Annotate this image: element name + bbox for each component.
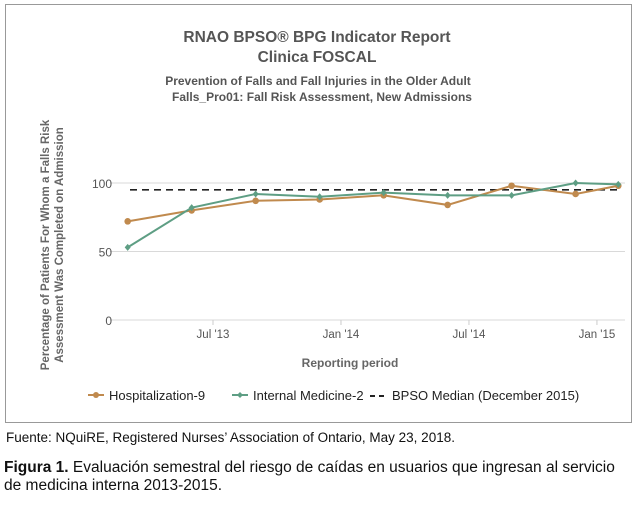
chart-title-line2: Clinica FOSCAL xyxy=(258,49,377,66)
data-point xyxy=(508,182,515,190)
legend-label-hospitalization: Hospitalization-9 xyxy=(109,388,205,403)
data-point xyxy=(252,190,259,198)
data-point xyxy=(444,201,451,209)
figure-text: Evaluación semestral del riesgo de caída… xyxy=(4,459,615,494)
data-point xyxy=(444,191,451,199)
chart-subtitle: Prevention of Falls and Fall Injuries in… xyxy=(165,74,471,88)
x-tick-label: Jul '14 xyxy=(453,329,486,341)
legend-label-internal-medicine: Internal Medicine-2 xyxy=(253,388,364,403)
data-point xyxy=(572,190,579,198)
data-point xyxy=(615,180,622,188)
source-note: Fuente: NQuiRE, Registered Nurses’ Assoc… xyxy=(6,430,455,445)
x-tick-label: Jan '14 xyxy=(323,329,360,341)
legend-marker-internal-medicine xyxy=(237,392,243,398)
data-point xyxy=(508,191,515,199)
y-tick-label: 100 xyxy=(92,177,112,191)
x-axis-label: Reporting period xyxy=(302,356,399,370)
figure-caption: Figura 1. Evaluación semestral del riesg… xyxy=(4,459,636,495)
data-point xyxy=(316,193,323,201)
series-line-hospitalization xyxy=(127,184,619,223)
data-point xyxy=(252,197,259,205)
y-tick-label: 50 xyxy=(99,246,113,260)
y-axis-label: Percentage of Patients For Whom a Falls … xyxy=(40,119,52,370)
line-chart: RNAO BPSO® BPG Indicator Report Clinica … xyxy=(40,29,625,403)
data-point xyxy=(124,243,131,251)
y-tick-label: 0 xyxy=(105,314,112,328)
y-axis-label-line2: Assessment Was Completed on Admission xyxy=(54,127,66,363)
legend-marker-hospitalization xyxy=(93,392,99,398)
chart-title: RNAO BPSO® BPG Indicator Report xyxy=(183,29,450,46)
x-tick-label: Jan '15 xyxy=(579,329,616,341)
data-point xyxy=(188,204,195,212)
figure-label: Figura 1. xyxy=(4,459,69,476)
chart-subtitle-line2: Falls_Pro01: Fall Risk Assessment, New A… xyxy=(172,90,472,104)
x-tick-label: Jul '13 xyxy=(197,329,230,341)
data-point xyxy=(572,179,579,187)
data-point xyxy=(124,218,131,225)
data-point xyxy=(380,189,387,197)
legend-label-bpso-median: BPSO Median (December 2015) xyxy=(392,388,579,403)
chart-frame xyxy=(5,4,632,423)
series-line-internal-medicine xyxy=(127,181,619,249)
